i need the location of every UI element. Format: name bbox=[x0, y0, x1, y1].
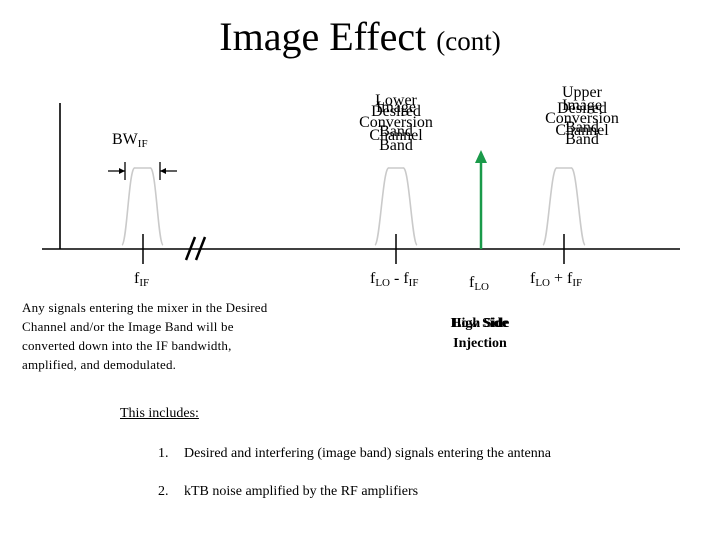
lower-band-shape bbox=[374, 167, 418, 246]
if-band-shape bbox=[121, 167, 164, 246]
title-suffix: (cont) bbox=[436, 26, 501, 56]
includes-heading: This includes: bbox=[120, 406, 199, 421]
injection-label: High Side Low Side Injection bbox=[450, 316, 510, 351]
list-item: 2. kTB noise amplified by the RF amplifie… bbox=[158, 484, 419, 499]
axis-break-mark bbox=[194, 236, 207, 261]
f-if-label: fIF bbox=[134, 270, 150, 289]
upper-band-shape bbox=[542, 167, 586, 246]
conversion-note: Any signals entering the mixer in the De… bbox=[22, 300, 268, 372]
page-title: Image Effect (cont) bbox=[0, 12, 720, 66]
bw-if-label: BWIF bbox=[112, 131, 148, 150]
bw-arrowhead-left bbox=[119, 168, 125, 174]
list-item: 1. Desired and interfering (image band) s… bbox=[158, 446, 551, 461]
f-lo-plus-if-label: fLO + fIF bbox=[530, 270, 583, 289]
bw-arrowhead-right bbox=[160, 168, 166, 174]
title-main: Image Effect bbox=[219, 14, 427, 59]
f-lo-minus-if-label: fLO - fIF bbox=[370, 270, 419, 289]
lo-arrowhead bbox=[475, 150, 487, 163]
axis-break-mark bbox=[184, 236, 197, 261]
f-lo-label: fLO bbox=[469, 274, 489, 293]
